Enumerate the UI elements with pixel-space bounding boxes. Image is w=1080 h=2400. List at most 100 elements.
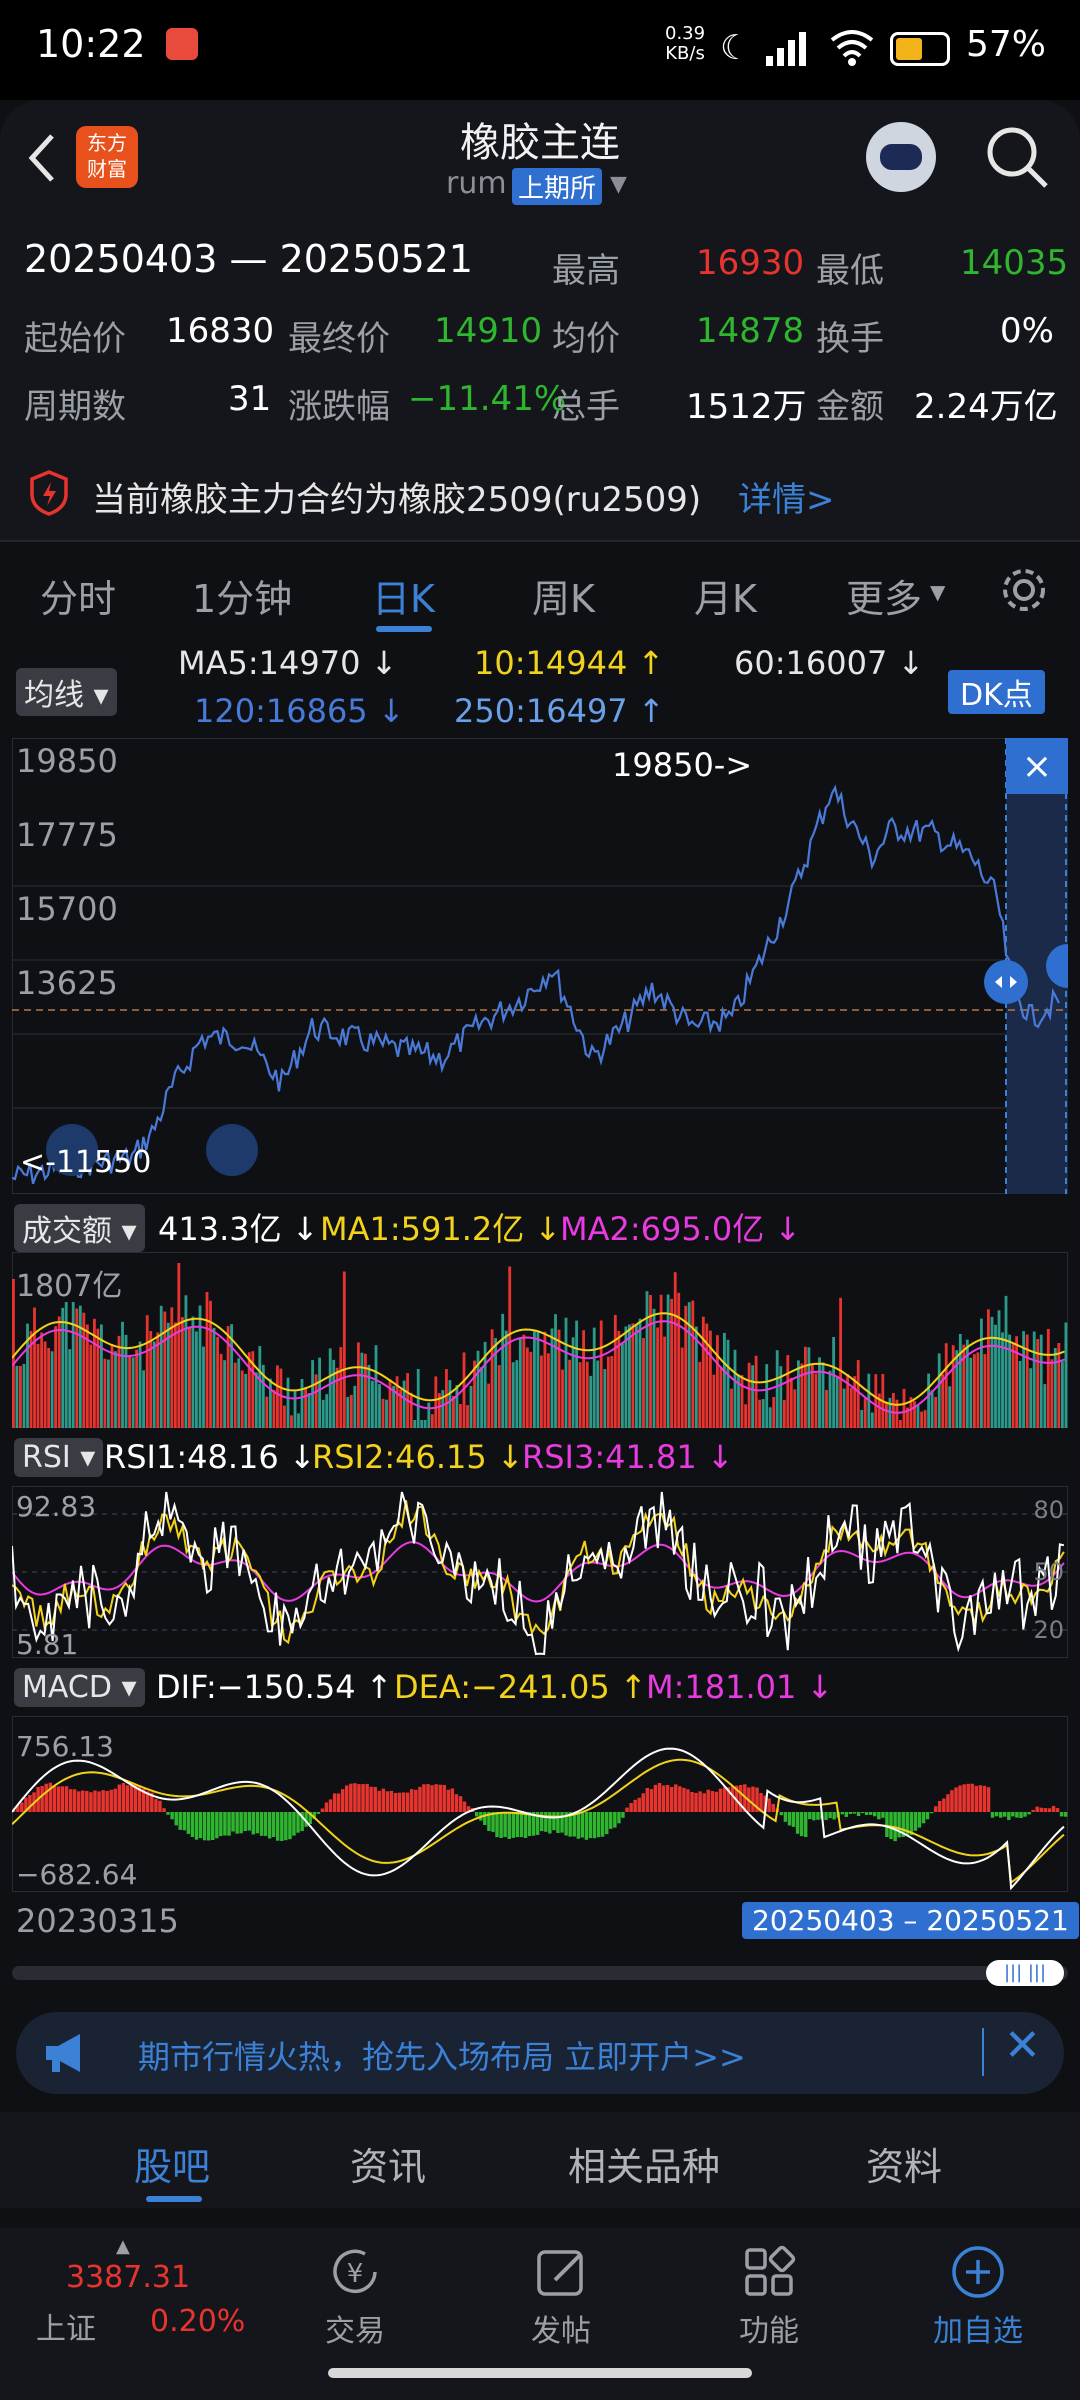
volume-chart[interactable]: 1807亿: [12, 1252, 1068, 1428]
notice-bar[interactable]: 当前橡胶主力合约为橡胶2509(ru2509) 详情>: [0, 440, 1080, 540]
volume-bar: [751, 1365, 755, 1428]
macd-bar: [670, 1787, 674, 1812]
expand-icon[interactable]: [206, 1124, 258, 1176]
low-label: 最低: [816, 251, 884, 291]
rsi-selector[interactable]: RSI ▾: [14, 1438, 104, 1477]
macd-bar: [150, 1792, 154, 1812]
macd-bar: [958, 1785, 962, 1812]
dk-point-button[interactable]: DK点: [948, 670, 1045, 714]
volume-bar: [659, 1294, 663, 1428]
range-scrollbar[interactable]: [12, 1966, 1068, 1980]
notice-details-link[interactable]: 详情>: [738, 480, 835, 520]
scroll-left-icon[interactable]: [46, 1124, 98, 1176]
nav-add-watchlist[interactable]: 加自选: [918, 2242, 1038, 2350]
volume-bar: [47, 1348, 51, 1428]
macd-bar: [714, 1791, 719, 1812]
macd-bar: [544, 1812, 548, 1832]
macd-bar: [77, 1791, 81, 1812]
volume-bar: [328, 1348, 332, 1428]
macd-bar: [751, 1786, 755, 1812]
volume-bar: [547, 1353, 550, 1428]
close-selection-button[interactable]: [1006, 738, 1068, 794]
selection-left-handle[interactable]: [984, 960, 1028, 1004]
volume-bar: [170, 1307, 174, 1428]
volume-bar: [378, 1384, 381, 1428]
nav-function[interactable]: 功能: [724, 2242, 814, 2350]
volume-bar: [1004, 1295, 1008, 1428]
macd-bar: [89, 1792, 93, 1812]
volume-bar: [575, 1320, 579, 1428]
promo-close-icon[interactable]: ✕: [1004, 2020, 1041, 2071]
macd-bar: [718, 1788, 723, 1812]
kline-chart[interactable]: 19850 17775 15700 13625 × 19850-> <-11550: [12, 738, 1068, 1194]
tab-1min[interactable]: 1分钟: [192, 577, 293, 621]
volume-bar: [765, 1364, 769, 1428]
selection-right-handle[interactable]: [1046, 944, 1068, 988]
status-time: 10:22: [36, 22, 146, 66]
tab-news[interactable]: 资讯: [350, 2145, 427, 2189]
search-icon[interactable]: [984, 124, 1050, 190]
volume-bar: [564, 1317, 568, 1428]
tab-related[interactable]: 相关品种: [568, 2145, 721, 2189]
tab-guba[interactable]: 股吧: [134, 2145, 211, 2189]
nav-trade[interactable]: ¥ 交易: [310, 2242, 400, 2350]
robot-assistant-icon[interactable]: [866, 122, 936, 192]
index-value[interactable]: 3387.31: [66, 2260, 191, 2295]
exchange-badge[interactable]: 上期所: [512, 168, 603, 205]
volume-bar: [205, 1292, 209, 1428]
macd-bar: [288, 1812, 292, 1840]
rsi-y-max: 92.83: [16, 1490, 96, 1523]
volume-bar: [258, 1346, 262, 1428]
nav-post[interactable]: 发帖: [516, 2242, 606, 2350]
volume-bar: [226, 1326, 230, 1428]
volume-bar: [941, 1374, 945, 1428]
settings-gear-icon[interactable]: [998, 564, 1050, 616]
tab-more[interactable]: 更多: [846, 577, 923, 621]
volume-bar: [367, 1364, 371, 1428]
volume-bar: [455, 1385, 459, 1428]
volume-selector[interactable]: 成交额 ▾: [14, 1204, 145, 1252]
tab-weekly-k[interactable]: 周K: [532, 577, 595, 621]
volume-bar: [152, 1341, 156, 1428]
notice-text: 当前橡胶主力合约为橡胶2509(ru2509): [92, 480, 702, 520]
amount-label: 金额: [816, 387, 884, 427]
macd-bar: [1019, 1812, 1023, 1818]
macd-selector[interactable]: MACD ▾: [14, 1668, 145, 1707]
volume-bar: [807, 1347, 811, 1428]
rsi-chart[interactable]: 92.83 5.81 80 50 20: [12, 1486, 1068, 1658]
index-expand-icon[interactable]: ▲: [116, 2236, 130, 2257]
volume-bar: [276, 1365, 279, 1428]
volume-bar: [761, 1399, 765, 1428]
promo-banner[interactable]: 期市行情火热，抢先入场布局 立即开户>> ✕: [16, 2012, 1064, 2094]
macd-bar: [885, 1812, 889, 1837]
ma-selector[interactable]: 均线 ▾: [16, 668, 117, 716]
macd-bar: [251, 1812, 256, 1835]
volume-bar: [934, 1397, 938, 1428]
volume-bar: [656, 1327, 660, 1428]
tab-time-sharing[interactable]: 分时: [40, 577, 117, 621]
volume-bar: [571, 1337, 575, 1428]
range-scroll-handle[interactable]: ||| |||: [986, 1960, 1064, 1986]
tab-daily-k[interactable]: 日K: [372, 577, 435, 621]
macd-bar: [1031, 1809, 1035, 1812]
back-arrow-icon[interactable]: [22, 130, 62, 186]
volume-bar: [723, 1332, 726, 1428]
tab-profile[interactable]: 资料: [866, 2145, 943, 2189]
volume-bar: [497, 1365, 501, 1428]
macd-bar: [401, 1792, 406, 1812]
app-logo[interactable]: 东方 财富: [76, 126, 138, 188]
volume-bar: [364, 1353, 367, 1428]
chevron-down-icon[interactable]: ▼: [610, 172, 627, 197]
volume-bar: [437, 1393, 441, 1428]
macd-bar: [515, 1812, 520, 1838]
macd-bar: [361, 1784, 365, 1812]
volume-bar: [606, 1356, 610, 1428]
volume-bar: [40, 1332, 44, 1428]
close-icon[interactable]: ×: [1022, 746, 1052, 787]
macd-bar: [324, 1802, 329, 1812]
macd-chart[interactable]: 756.13 −682.64: [12, 1716, 1068, 1892]
tab-monthly-k[interactable]: 月K: [694, 577, 757, 621]
volume-bar: [71, 1302, 75, 1428]
macd-bar: [263, 1812, 268, 1836]
more-chevron-icon: ▼: [930, 580, 946, 604]
